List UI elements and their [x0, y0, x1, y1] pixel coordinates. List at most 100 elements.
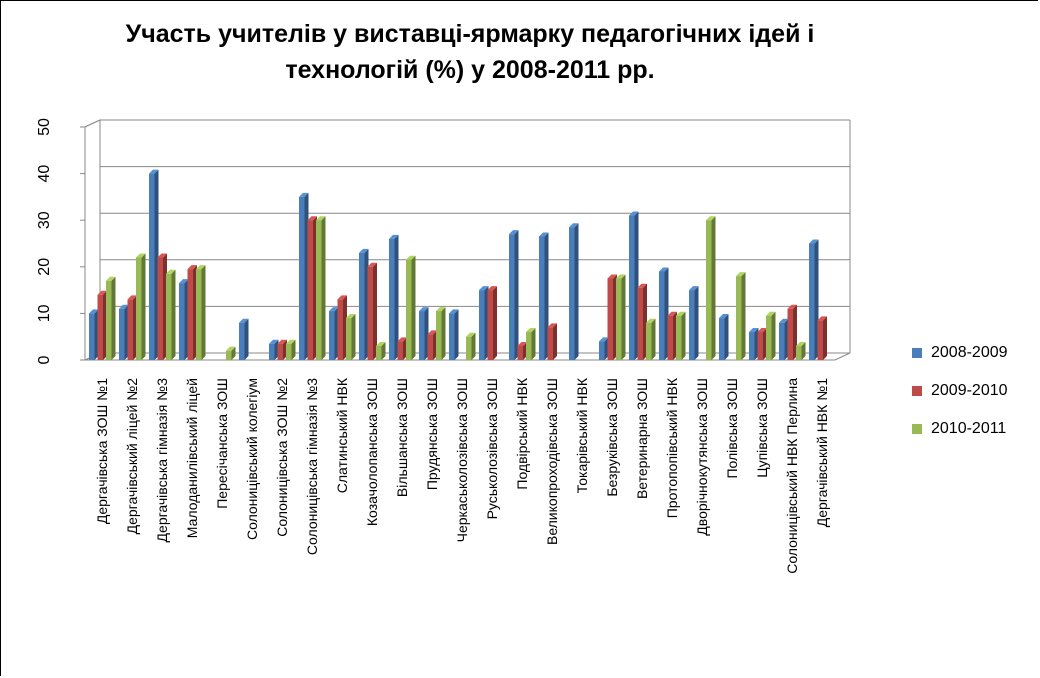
x-tick-label: Солоницівська ЗОШ №2 [274, 378, 290, 537]
bar-top [196, 265, 206, 270]
x-tick-label: Вільшанська ЗОШ [394, 378, 410, 497]
x-tick-label: Цупівська ЗОШ [754, 378, 770, 478]
bar [809, 243, 815, 360]
bar [389, 238, 395, 360]
bar [517, 346, 523, 360]
bar-top [749, 328, 759, 333]
bar [689, 290, 695, 360]
legend-label: 2009-2010 [931, 382, 1008, 399]
x-tick-label: Прудянська ЗОШ [424, 378, 440, 490]
bar-side [574, 223, 579, 360]
x-tick-label: Козачолопанська ЗОШ [364, 378, 380, 526]
bar [817, 320, 823, 360]
bar [749, 332, 755, 360]
x-tick-label: Безруківська ЗОШ [604, 378, 620, 497]
bar-top [719, 314, 729, 319]
bar-side [771, 311, 776, 360]
bar-side [441, 307, 446, 360]
x-tick-label: Подвірський НВК [514, 377, 530, 489]
bar-top [97, 290, 107, 295]
legend-label: 2010-2011 [931, 420, 1007, 437]
bar [406, 259, 412, 360]
bar-top [419, 307, 429, 312]
bar [436, 311, 442, 360]
bar-top [787, 304, 797, 309]
x-tick-label: Дергачівський ліцей №2 [124, 378, 140, 535]
x-tick-label: Полівська ЗОШ [724, 378, 740, 479]
bar-side [351, 314, 356, 360]
bar-side [694, 286, 699, 360]
bar-side [621, 274, 626, 360]
x-tick-label: Ветеринарна ЗОШ [634, 378, 650, 499]
bar-top [487, 286, 497, 291]
bar-top [376, 342, 386, 347]
bar [676, 315, 682, 360]
bar [367, 266, 373, 360]
bar [329, 311, 335, 360]
bar-side [111, 276, 116, 360]
bar-side [651, 318, 656, 360]
bar-side [321, 216, 326, 360]
x-tick-label: Дергачівська ЗОШ №1 [94, 378, 110, 524]
bar-top [136, 253, 146, 258]
bar [599, 341, 605, 360]
bar [736, 276, 742, 360]
bar-top [316, 216, 326, 221]
bar [307, 220, 313, 360]
bar-top [569, 223, 579, 228]
bar-side [724, 314, 729, 360]
bar [277, 343, 283, 360]
x-tick-label: Дворічнокутянська ЗОШ [694, 378, 710, 536]
bar-side [531, 328, 536, 360]
chart-title-line1: Участь учителів у виставці-ярмарку педаг… [125, 20, 815, 48]
bar-top [659, 267, 669, 272]
bar-side [471, 332, 476, 360]
bar-top [127, 295, 137, 300]
bar-side [381, 342, 386, 360]
x-tick-label: Солоницівський колегіум [244, 378, 260, 540]
bar-top [179, 279, 189, 284]
bar-top [607, 274, 617, 279]
x-tick-label: Малоданилівський ліцей [184, 378, 200, 538]
bar [239, 322, 245, 360]
bar-top [436, 307, 446, 312]
bar [166, 273, 172, 360]
bar [757, 332, 763, 360]
x-tick-label: Солоницівський НВК Перлина [784, 378, 800, 574]
bar-top [449, 309, 459, 314]
y-tick-label: 20 [36, 258, 53, 276]
bar [106, 280, 112, 360]
bar [796, 346, 802, 360]
bar-top [466, 332, 476, 337]
bar [607, 278, 613, 360]
x-tick-label: Слатинський НВК [334, 377, 350, 493]
bar [569, 227, 575, 360]
bar-side [201, 265, 206, 360]
bar-top [166, 269, 176, 274]
bar-top [389, 234, 399, 239]
bar-top [637, 283, 647, 288]
bar-side [493, 286, 497, 360]
bar [97, 294, 103, 360]
bar-top [277, 339, 287, 344]
y-tick-label: 40 [36, 165, 53, 183]
bar [449, 313, 455, 360]
x-tick-label: Протопопівський НВК [664, 377, 680, 518]
bar-top [517, 342, 527, 347]
bar-top [346, 314, 356, 319]
bar [779, 322, 785, 360]
bar-top [547, 323, 557, 328]
y-tick-label: 10 [36, 304, 53, 322]
x-tick-label: Черкаськолозівська ЗОШ [454, 378, 470, 542]
legend-item-2008-2009: 2008-2009 [912, 334, 1008, 372]
bar [526, 332, 532, 360]
y-tick-label: 0 [36, 355, 53, 364]
bar-side [171, 269, 176, 360]
bar-top [157, 253, 167, 258]
bar-side [553, 323, 557, 360]
bar [359, 252, 365, 360]
bar-top [106, 276, 116, 281]
bar-side [454, 309, 459, 360]
bar [337, 299, 343, 360]
bar-top [149, 169, 159, 174]
